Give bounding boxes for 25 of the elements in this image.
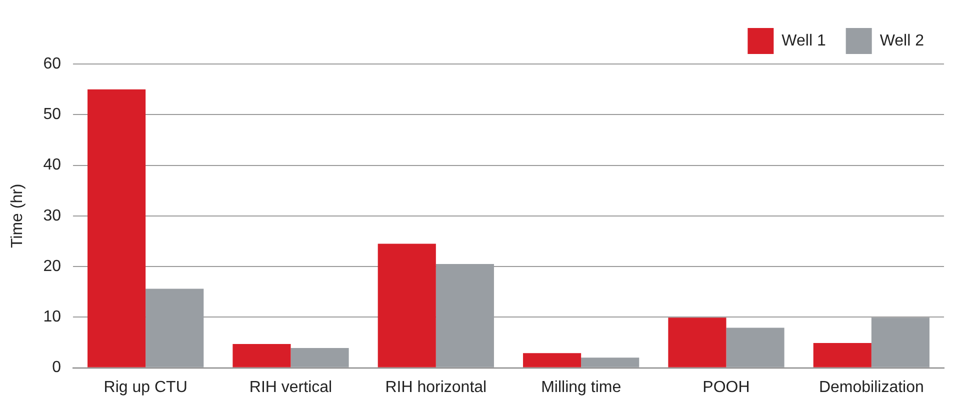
x-tick-label: POOH [702, 378, 750, 396]
y-tick-label: 0 [52, 359, 62, 376]
legend-label: Well 1 [782, 32, 826, 50]
y-tick-label: 50 [43, 106, 62, 124]
bar [523, 353, 582, 368]
y-tick-label: 20 [43, 258, 62, 275]
y-tick-label: 30 [43, 207, 62, 224]
bar [813, 342, 872, 368]
bar [668, 318, 726, 368]
bar [232, 344, 291, 368]
bar [581, 358, 640, 368]
bar [726, 328, 784, 368]
x-tick-label: Demobilization [818, 378, 924, 396]
x-tick-label: RIH horizontal [385, 378, 487, 396]
y-tick-label: 10 [43, 308, 62, 326]
bar [378, 244, 436, 368]
legend-label: Well 2 [880, 32, 924, 50]
x-tick-label: Rig up CTU [104, 378, 188, 396]
y-tick-label: 40 [43, 156, 62, 174]
bar [88, 89, 146, 368]
y-tick-label: 60 [43, 55, 62, 72]
bar [290, 348, 349, 368]
x-tick-label: Milling time [541, 378, 622, 396]
y-axis-title: Time (hr) [9, 184, 26, 248]
x-tick-label: RIH vertical [249, 378, 332, 396]
